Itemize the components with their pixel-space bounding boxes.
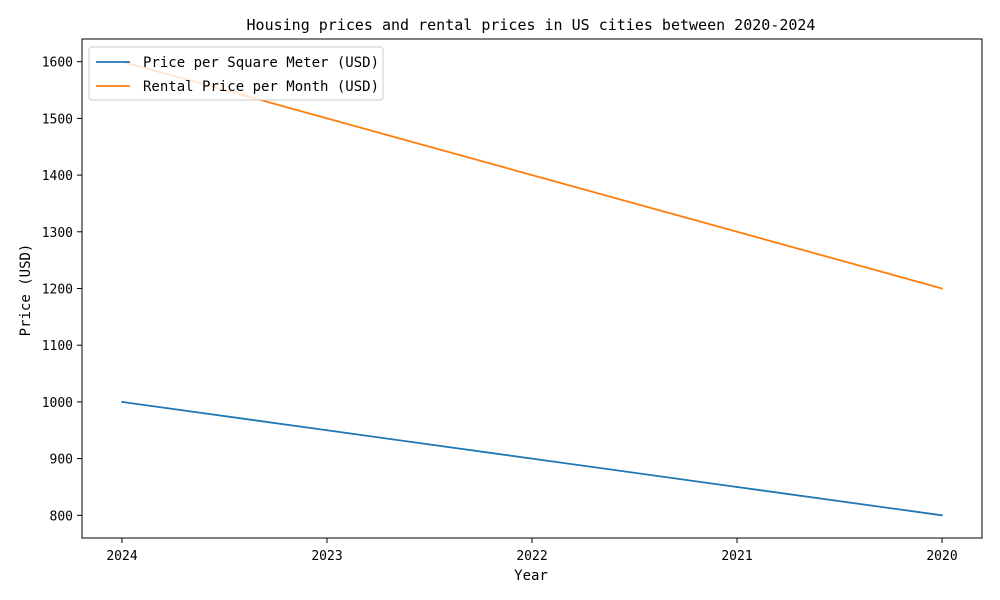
x-tick-label: 2020 bbox=[926, 549, 957, 564]
x-tick-label: 2022 bbox=[516, 549, 547, 564]
x-tick-label: 2024 bbox=[106, 549, 137, 564]
y-tick-label: 1600 bbox=[42, 56, 73, 71]
x-axis: 2024 2023 2022 2021 2020 bbox=[106, 538, 958, 564]
data-point bbox=[941, 514, 943, 517]
legend-label-2: Rental Price per Month (USD) bbox=[143, 79, 379, 95]
y-tick-label: 1200 bbox=[42, 283, 73, 298]
data-point bbox=[531, 174, 533, 176]
legend-box bbox=[88, 46, 384, 101]
y-tick-label: 800 bbox=[50, 509, 73, 524]
y-tick-label: 1400 bbox=[42, 169, 73, 184]
legend: Price per Square Meter (USD) Rental Price… bbox=[88, 46, 384, 101]
data-point bbox=[736, 486, 738, 488]
y-axis-title: Price (USD) bbox=[18, 244, 34, 337]
x-tick-label: 2021 bbox=[721, 549, 752, 564]
chart-title: Housing prices and rental prices in US c… bbox=[247, 16, 816, 34]
legend-label-1: Price per Square Meter (USD) bbox=[143, 55, 379, 71]
y-tick-label: 1100 bbox=[42, 339, 73, 354]
y-tick-label: 1500 bbox=[42, 112, 73, 127]
plot-area bbox=[81, 38, 983, 539]
y-tick-label: 1000 bbox=[42, 396, 73, 411]
y-axis: 800 900 1000 1100 1200 1300 1400 1500 1600 bbox=[42, 56, 82, 524]
y-tick-label: 900 bbox=[50, 453, 73, 468]
data-point bbox=[326, 117, 328, 120]
data-point bbox=[736, 230, 738, 233]
data-point bbox=[941, 287, 943, 290]
x-axis-title: Year bbox=[514, 568, 548, 584]
data-point bbox=[326, 429, 328, 432]
x-tick-label: 2023 bbox=[311, 549, 342, 564]
data-point bbox=[531, 457, 533, 460]
data-point bbox=[121, 401, 123, 403]
y-tick-label: 1300 bbox=[42, 226, 73, 241]
